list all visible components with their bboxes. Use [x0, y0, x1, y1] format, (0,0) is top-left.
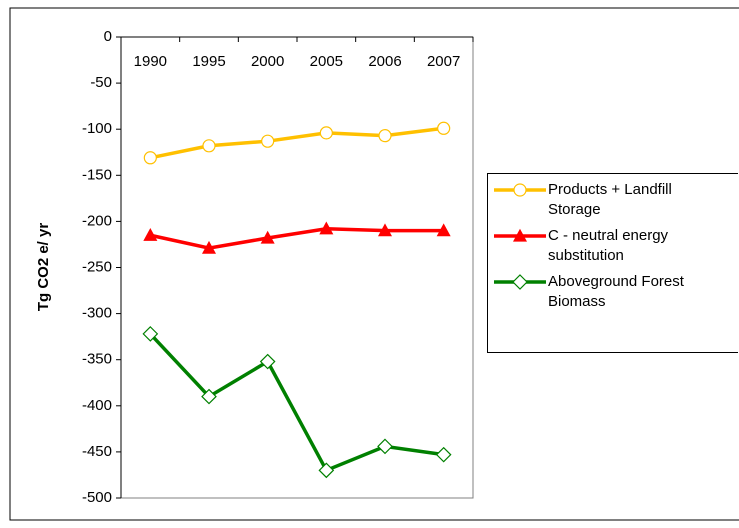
series-line: [149, 126, 444, 160]
legend-item: Aboveground Forest Biomass: [492, 272, 738, 312]
marker: [142, 326, 159, 342]
y-axis-label: Tg CO2 e/ yr: [35, 223, 52, 312]
legend-item: C - neutral energy substitution: [492, 226, 738, 266]
legend-swatch: [494, 183, 546, 197]
legend: Products + Landfill Storage C - neutral e…: [487, 173, 738, 353]
marker: [143, 151, 157, 165]
y-tick-label: -400: [82, 397, 112, 414]
marker: [513, 183, 527, 197]
y-tick-label: -500: [82, 489, 112, 506]
legend-label: Products + Landfill Storage: [548, 181, 672, 218]
series-line: [149, 227, 444, 250]
marker: [437, 121, 451, 135]
x-tick-label: 1990: [134, 53, 167, 70]
marker: [512, 274, 528, 290]
y-tick-label: 0: [104, 28, 112, 45]
y-tick-label: -350: [82, 351, 112, 368]
marker: [435, 446, 452, 463]
x-tick-label: 2005: [310, 53, 343, 70]
marker: [319, 221, 334, 235]
x-tick-label: 2000: [251, 53, 284, 70]
marker: [377, 223, 393, 237]
chart-border: [9, 7, 739, 521]
legend-label: Aboveground Forest Biomass: [548, 273, 684, 310]
marker: [512, 228, 528, 242]
y-tick-label: -100: [82, 120, 112, 137]
marker: [318, 462, 335, 479]
legend-swatch: [494, 228, 546, 242]
legend-label: C - neutral energy substitution: [548, 227, 669, 264]
marker: [378, 129, 392, 143]
marker: [260, 230, 275, 244]
y-tick-label: -50: [90, 74, 112, 91]
marker: [202, 139, 216, 153]
y-tick-label: -450: [82, 443, 112, 460]
plot-area: [120, 36, 474, 499]
marker: [259, 353, 276, 370]
series-line: [149, 332, 444, 473]
marker: [261, 134, 275, 148]
legend-swatch: [494, 274, 546, 290]
x-tick-label: 2007: [427, 53, 460, 70]
y-tick-label: -300: [82, 305, 112, 322]
marker: [201, 388, 217, 405]
x-tick-label: 1995: [192, 53, 225, 70]
marker: [319, 126, 333, 140]
y-tick-label: -250: [82, 258, 112, 275]
legend-item: Products + Landfill Storage: [492, 180, 738, 220]
marker: [377, 438, 393, 455]
x-tick-label: 2006: [368, 53, 401, 70]
marker: [143, 227, 158, 241]
marker: [436, 223, 451, 237]
y-tick-label: -200: [82, 212, 112, 229]
marker: [201, 240, 217, 254]
y-tick-label: -150: [82, 166, 112, 183]
